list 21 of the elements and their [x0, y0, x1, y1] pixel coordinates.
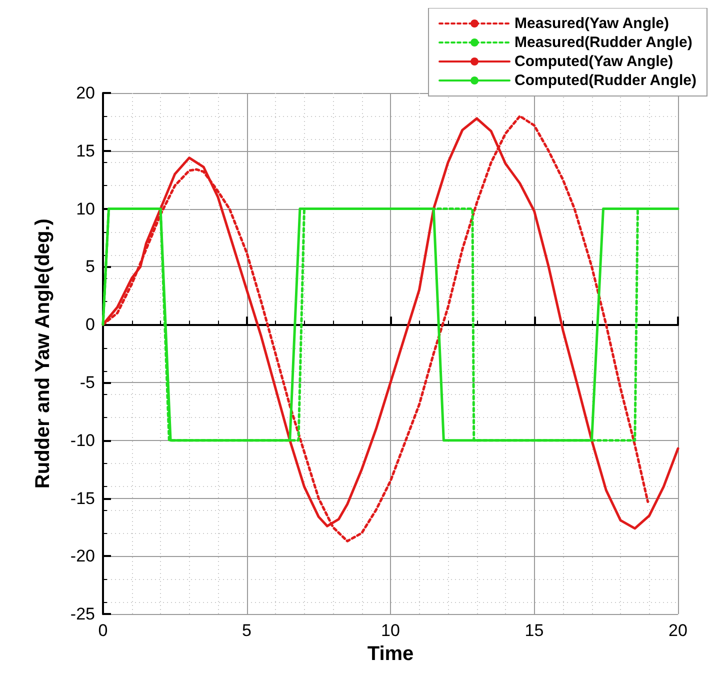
- x-axis-title: Time: [367, 643, 414, 665]
- x-tick-label: 15: [524, 621, 544, 640]
- x-tick-label: 0: [98, 621, 108, 640]
- y-tick-label: -15: [70, 488, 95, 508]
- x-tick-label: 10: [381, 621, 400, 640]
- y-tick-label: 20: [76, 84, 95, 102]
- y-tick-label: -5: [80, 373, 95, 392]
- x-tick-label: 5: [242, 621, 252, 640]
- x-tick-label: 20: [668, 621, 688, 640]
- legend-label: Computed(Yaw Angle): [514, 53, 674, 70]
- y-tick-label: -10: [70, 430, 95, 450]
- legend-label: Computed(Rudder Angle): [514, 72, 696, 89]
- y-tick-label: -20: [70, 546, 95, 566]
- y-tick-label: 15: [76, 141, 95, 160]
- y-tick-label: 0: [86, 315, 95, 334]
- legend-label: Measured(Yaw Angle): [514, 15, 670, 32]
- y-tick-label: -25: [70, 604, 95, 624]
- y-axis-title: Rudder and Yaw Angle(deg.): [32, 218, 54, 489]
- y-tick-label: 10: [76, 199, 95, 218]
- y-tick-label: 5: [86, 257, 95, 276]
- legend-label: Measured(Rudder Angle): [514, 34, 692, 51]
